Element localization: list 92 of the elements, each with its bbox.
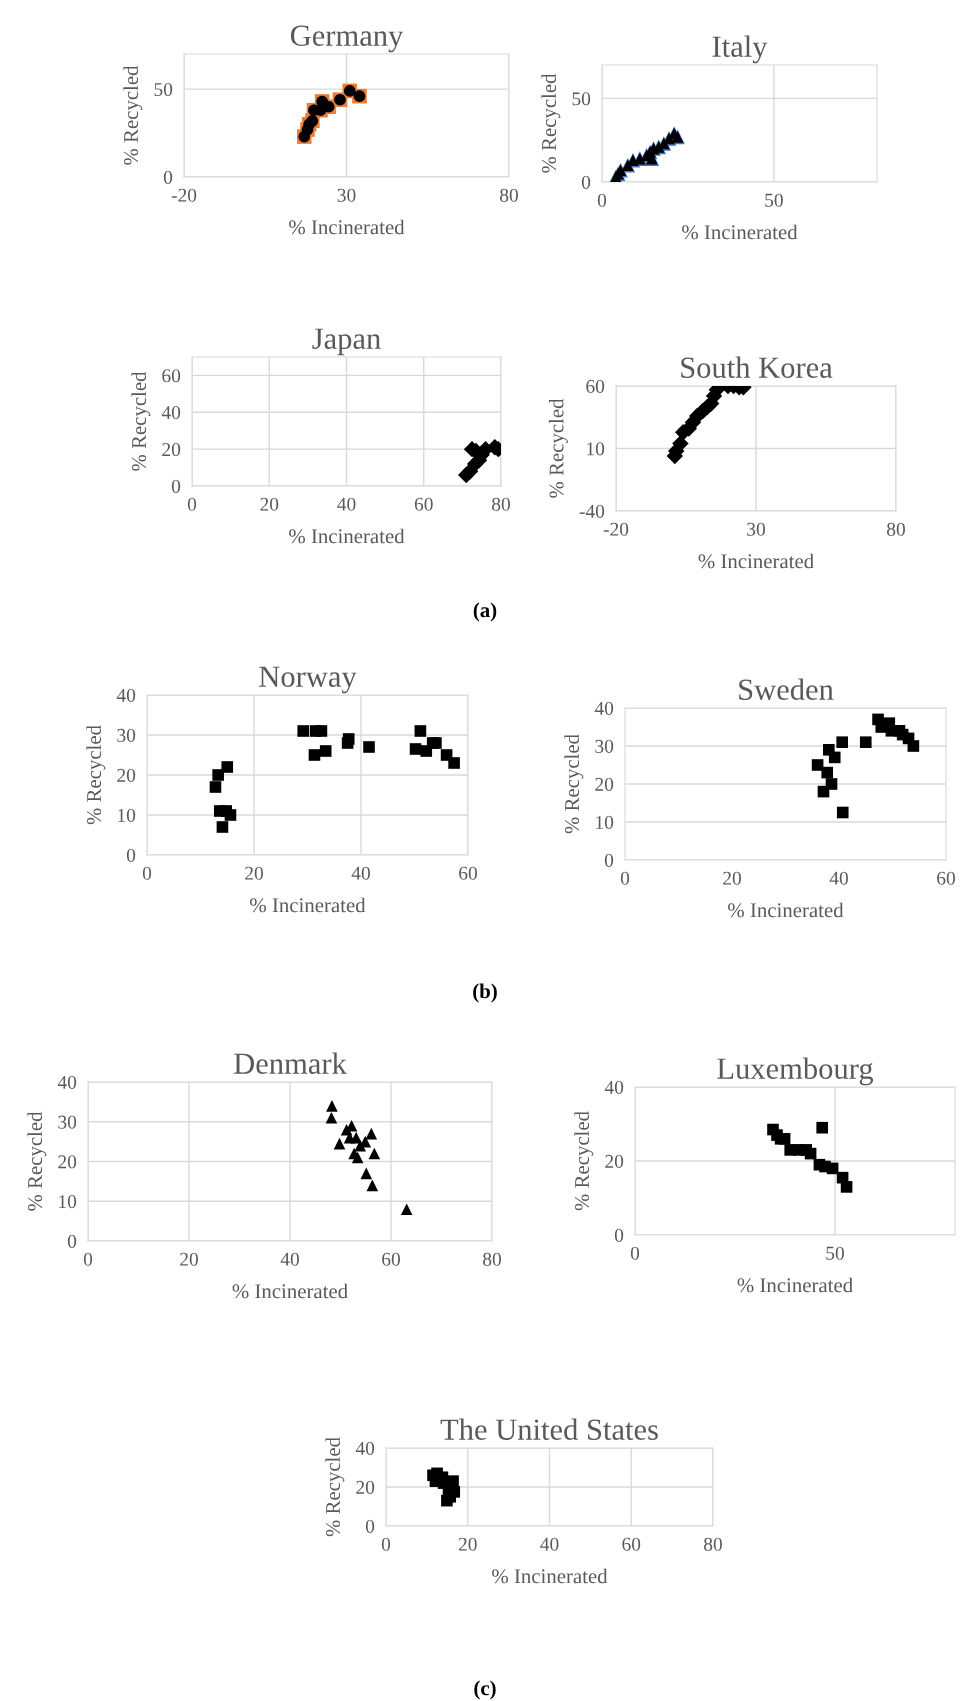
x-tick-label: 60 <box>937 871 955 885</box>
text: (c) <box>474 1680 496 1700</box>
x-tick-label: 80 <box>704 1537 722 1551</box>
y-axis-title: % Recycled <box>564 734 584 834</box>
y-tick-label: 60 <box>586 379 605 393</box>
chart-title: The United States <box>440 1418 658 1440</box>
x-axis-title: % Incinerated <box>250 897 366 913</box>
y-axis-title: % Recycled <box>131 371 151 471</box>
chart-title: Norway <box>259 666 357 694</box>
y-axis-title: % Recycled <box>548 398 568 498</box>
x-tick-label: 20 <box>260 497 279 511</box>
x-tick-label: 20 <box>245 866 263 880</box>
y-tick-label: 0 <box>604 853 614 867</box>
y-tick-label: 20 <box>162 442 181 457</box>
x-tick-label: 0 <box>630 1246 640 1260</box>
x-tick-label: 50 <box>765 193 783 207</box>
y-tick-label: 20 <box>58 1155 77 1169</box>
x-tick-label: 20 <box>723 871 741 885</box>
y-tick-label: 40 <box>594 701 614 715</box>
y-tick-label: 0 <box>614 1228 624 1242</box>
x-tick-label: 80 <box>492 497 510 511</box>
y-axis-title: % Recycled <box>86 725 106 825</box>
x-tick-label: 50 <box>826 1246 844 1260</box>
y-axis-title: % Recycled <box>541 73 561 173</box>
y-tick-label: 10 <box>118 808 136 822</box>
x-tick-label: 20 <box>458 1537 477 1551</box>
x-axis-title: % Incinerated <box>289 219 405 235</box>
y-tick-label: 30 <box>595 739 614 753</box>
chart-title: Luxembourg <box>717 1057 874 1086</box>
y-tick-label: -40 <box>579 504 605 518</box>
x-axis-title: % Incinerated <box>737 1277 853 1293</box>
y-tick-label: 0 <box>581 175 591 189</box>
y-tick-label: 30 <box>117 728 136 742</box>
x-tick-label: 0 <box>381 1537 391 1551</box>
y-tick-label: 20 <box>595 777 614 791</box>
y-tick-label: 0 <box>126 848 136 862</box>
x-tick-label: 40 <box>280 1252 299 1266</box>
y-axis-title: % Recycled <box>27 1111 47 1211</box>
x-tick-label: 80 <box>500 188 518 202</box>
x-axis-title: % Incinerated <box>728 902 844 918</box>
x-tick-label: 60 <box>382 1252 400 1266</box>
x-tick-label: 0 <box>83 1252 93 1266</box>
y-tick-label: 0 <box>365 1519 375 1533</box>
chart-title: Denmark <box>234 1052 347 1074</box>
text: (b) <box>473 983 497 1003</box>
chart-title: Italy <box>712 35 768 64</box>
x-axis-title: % Incinerated <box>232 1283 348 1299</box>
chart-title: Sweden <box>739 678 834 700</box>
x-tick-label: 0 <box>142 866 152 880</box>
text: (a) <box>473 602 497 622</box>
y-tick-label: 0 <box>163 170 173 184</box>
x-tick-label: 40 <box>337 497 356 511</box>
x-axis-title: % Incinerated <box>492 1568 608 1584</box>
x-tick-label: -20 <box>171 188 197 202</box>
y-axis-title: % Recycled <box>325 1437 345 1537</box>
y-tick-label: 20 <box>605 1154 624 1168</box>
y-tick-label: 40 <box>116 688 136 702</box>
y-tick-label: 40 <box>604 1080 624 1094</box>
x-tick-label: 30 <box>337 188 356 202</box>
y-tick-label: 60 <box>162 369 181 383</box>
y-tick-label: 10 <box>587 442 605 456</box>
x-tick-label: 60 <box>622 1537 641 1551</box>
x-tick-label: 40 <box>540 1537 559 1551</box>
y-tick-label: 10 <box>59 1195 77 1209</box>
y-tick-label: 10 <box>596 815 614 829</box>
chart-title: Japan <box>312 328 381 356</box>
y-tick-label: 20 <box>356 1480 375 1494</box>
x-tick-label: 80 <box>483 1252 501 1266</box>
x-axis-title: % Incinerated <box>289 528 405 544</box>
y-tick-label: 40 <box>355 1441 375 1455</box>
y-tick-label: 30 <box>58 1115 77 1129</box>
y-tick-label: 50 <box>572 92 591 106</box>
chart-title: Germany <box>290 25 404 53</box>
y-tick-label: 0 <box>67 1234 77 1248</box>
y-tick-label: 40 <box>57 1075 77 1089</box>
x-tick-label: 40 <box>829 871 848 885</box>
x-axis-title: % Incinerated <box>698 553 814 569</box>
x-axis-title: % Incinerated <box>682 224 798 240</box>
y-tick-label: 20 <box>117 768 136 782</box>
y-tick-label: 50 <box>154 82 173 97</box>
x-tick-label: -20 <box>603 522 629 536</box>
y-tick-label: 0 <box>171 479 181 493</box>
x-tick-label: 0 <box>187 497 197 511</box>
x-tick-label: 60 <box>414 497 433 511</box>
x-tick-label: 60 <box>459 866 477 880</box>
x-tick-label: 80 <box>887 522 905 536</box>
x-tick-label: 30 <box>747 522 765 536</box>
chart-title: South Korea <box>681 356 833 378</box>
y-axis-title: % Recycled <box>574 1111 594 1211</box>
y-axis-title: % Recycled <box>123 65 143 165</box>
x-tick-label: 20 <box>180 1252 198 1266</box>
y-tick-label: 40 <box>161 406 181 420</box>
